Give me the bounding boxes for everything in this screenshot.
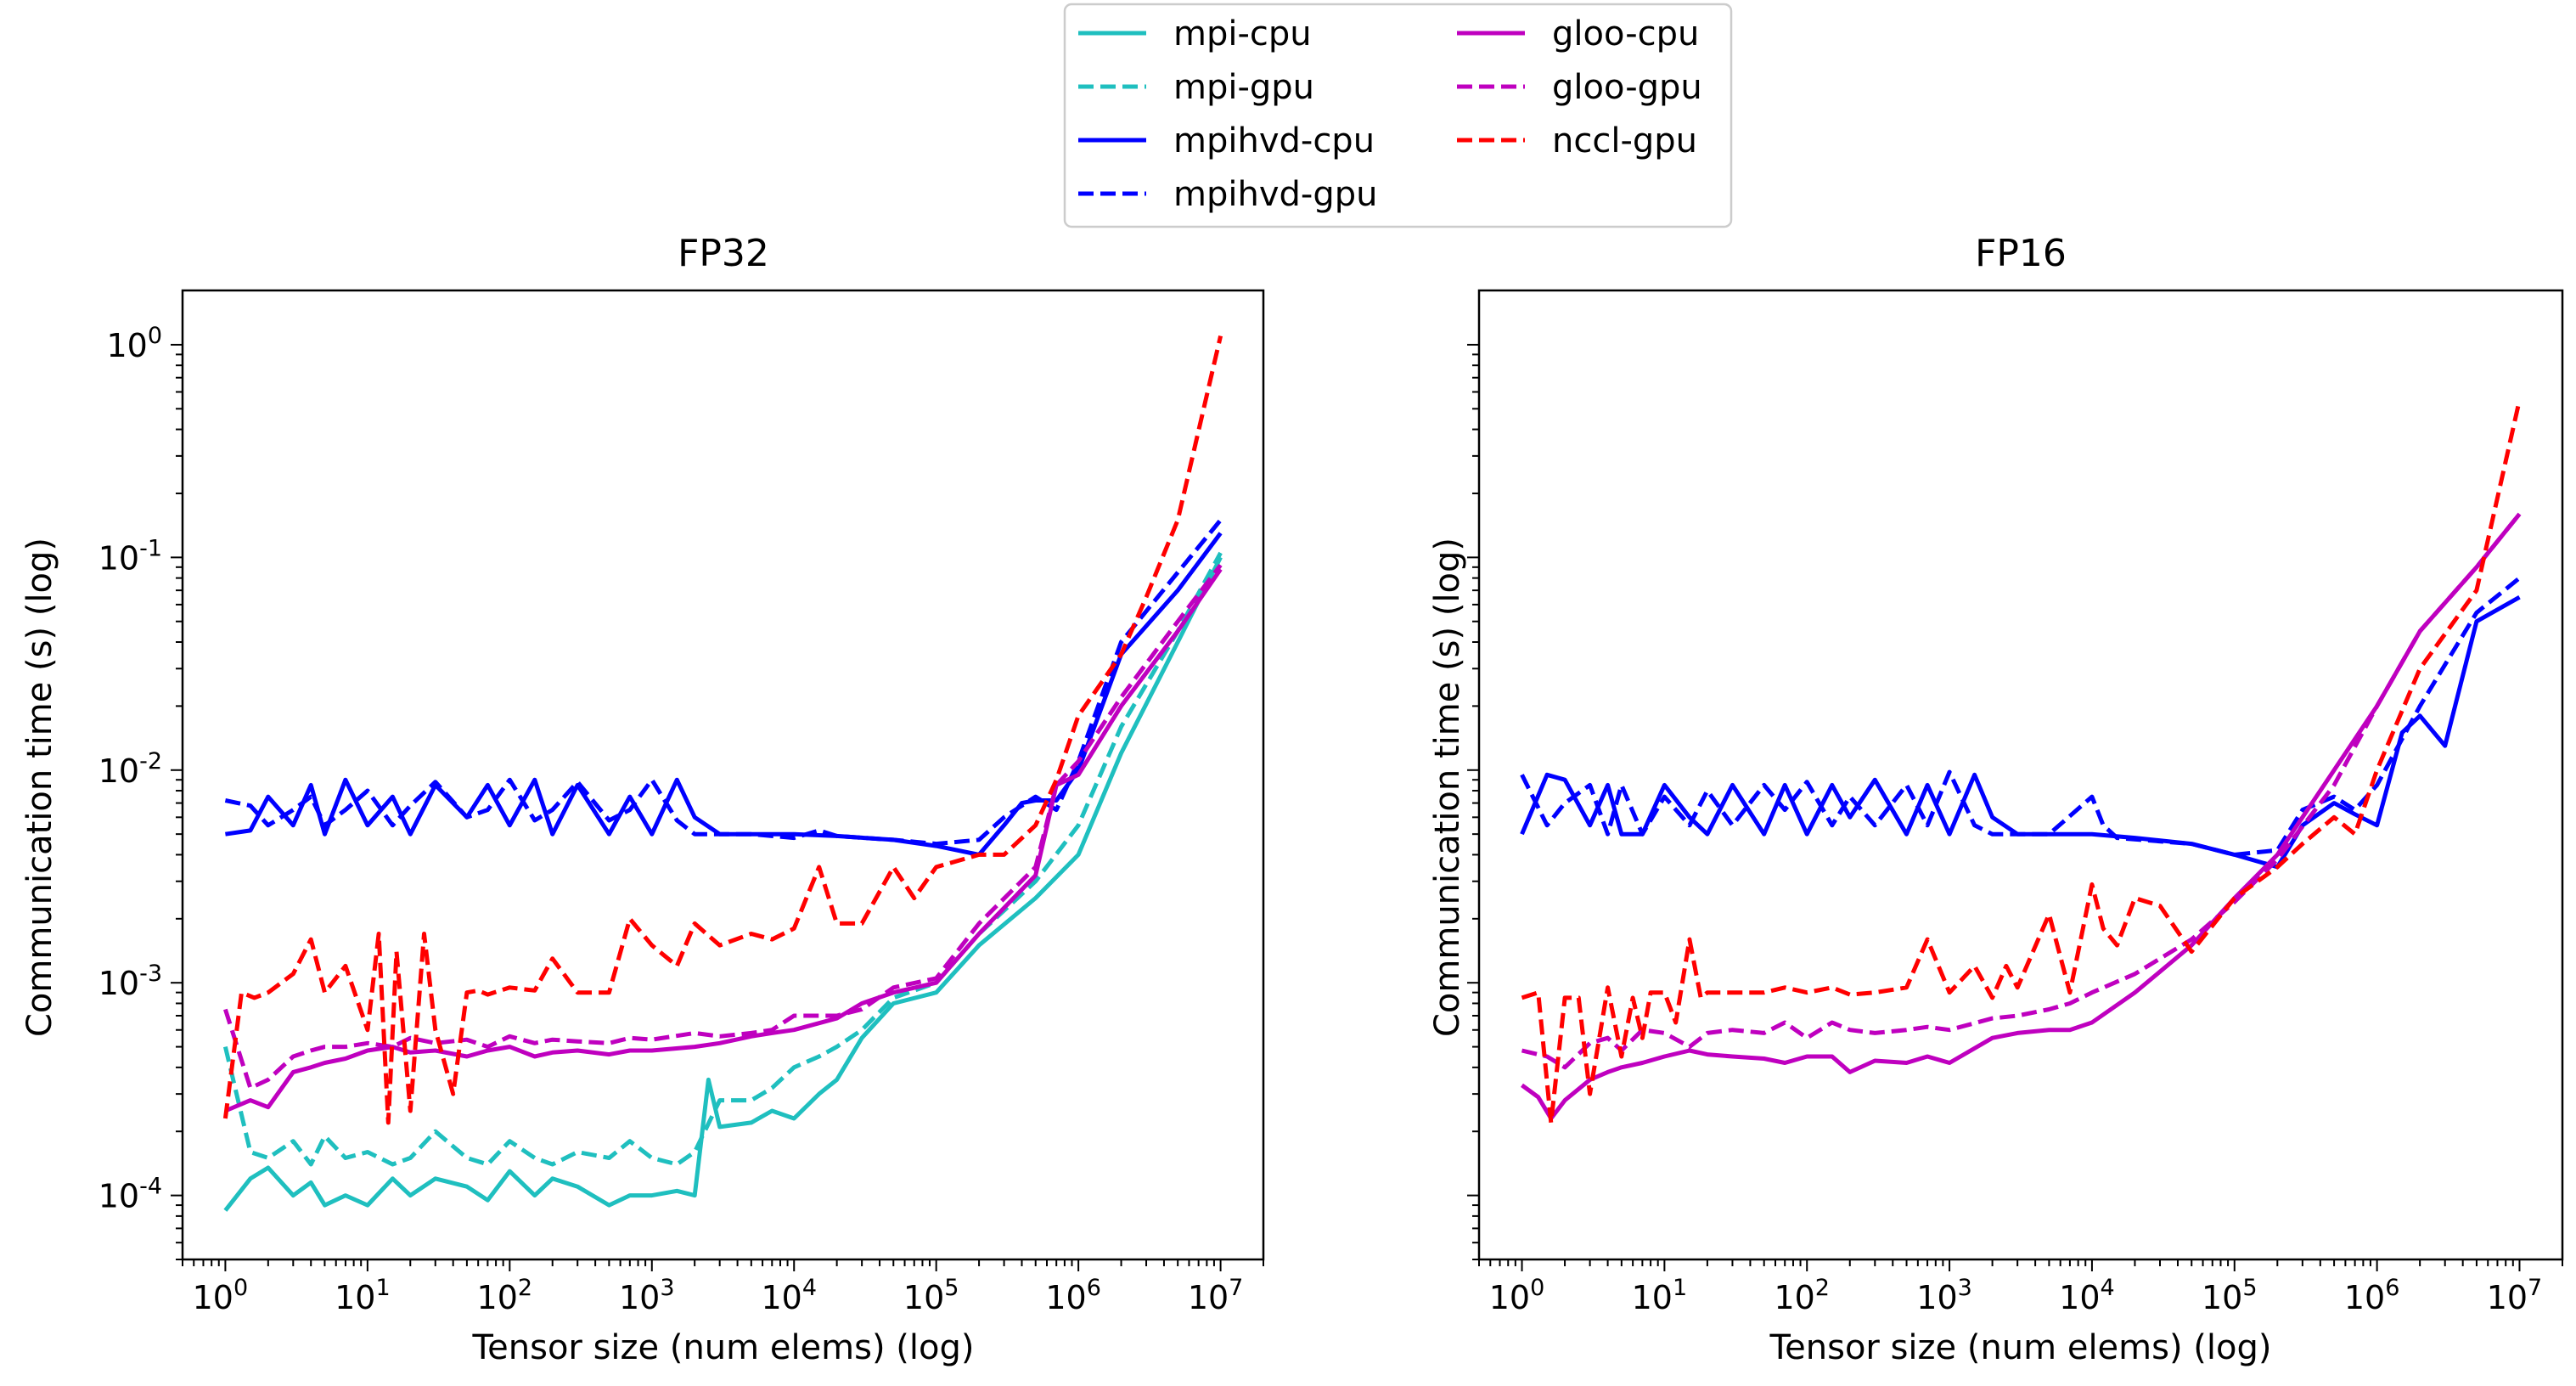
legend-label: mpi-gpu xyxy=(1173,68,1314,107)
x-tick-label: 101 xyxy=(1632,1275,1688,1316)
x-ticks xyxy=(1478,1259,2563,1271)
series-line-nccl-gpu xyxy=(222,335,1223,1125)
plot-area: 100 101 102 103 104 105 106 107 10-4 10-3 10-2 10-1… xyxy=(98,289,1265,1316)
x-tick-label: 107 xyxy=(2487,1275,2543,1316)
x-tick-label: 105 xyxy=(903,1275,959,1316)
y-tick-label: 10-1 xyxy=(98,535,162,577)
y-tick-label: 10-4 xyxy=(98,1174,162,1215)
series-line-gloo-cpu xyxy=(1521,512,2522,1121)
series-line-mpihvd-gpu xyxy=(1520,576,2522,857)
legend-label: gloo-cpu xyxy=(1552,14,1699,54)
plot-area: 100 101 102 103 104 105 106 107 xyxy=(1467,289,2564,1316)
x-tick-label: 104 xyxy=(761,1275,817,1316)
x-axis-label: Tensor size (num elems) (log) xyxy=(472,1328,975,1367)
x-tick-label: 103 xyxy=(619,1275,675,1316)
y-ticks xyxy=(171,343,183,1260)
legend-label: mpi-cpu xyxy=(1173,14,1312,54)
panel-title: FP16 xyxy=(1975,232,2067,275)
panel-fp16: FP16 100 101 102 103 104 105 106 107 Tensor siz… xyxy=(1428,232,2564,1367)
x-tick-label: 105 xyxy=(2202,1275,2258,1316)
y-axis-label: Communication time (s) (log) xyxy=(20,538,59,1037)
x-ticks xyxy=(182,1259,1264,1271)
panel-title: FP32 xyxy=(678,232,769,275)
x-tick-label: 101 xyxy=(335,1275,391,1316)
series-line-gloo-gpu xyxy=(1521,512,2522,1070)
legend-frame xyxy=(1063,3,1733,228)
series-line-gloo-cpu xyxy=(224,567,1223,1113)
x-tick-label: 104 xyxy=(2059,1275,2115,1316)
legend-label: nccl-gpu xyxy=(1552,121,1697,161)
legend-label: mpihvd-cpu xyxy=(1173,121,1375,161)
x-tick-label: 106 xyxy=(2344,1275,2400,1316)
x-tick-label: 100 xyxy=(1489,1275,1545,1316)
series-line-mpihvd-cpu xyxy=(1520,595,2521,870)
legend: mpi-cpu mpi-gpu mpihvd-cpu mpihvd-gpu gloo-c… xyxy=(1063,3,1733,228)
x-tick-label: 106 xyxy=(1045,1275,1101,1316)
x-tick-label: 100 xyxy=(193,1275,249,1316)
plot-frame xyxy=(1477,289,2564,1261)
y-ticks xyxy=(1467,343,1479,1260)
y-tick-label: 100 xyxy=(106,323,162,364)
series-line-mpi-cpu xyxy=(223,556,1223,1212)
x-tick-label: 103 xyxy=(1916,1275,1972,1316)
y-tick-label: 10-3 xyxy=(98,961,162,1002)
series-group xyxy=(222,335,1223,1212)
series-line-gloo-gpu xyxy=(223,563,1223,1090)
series-line-mpi-gpu xyxy=(222,551,1223,1167)
series-line-mpihvd-cpu xyxy=(225,532,1223,857)
series-group xyxy=(1520,399,2522,1125)
plot-frame xyxy=(181,289,1265,1261)
x-tick-label: 107 xyxy=(1188,1275,1244,1316)
y-axis-label: Communication time (s) (log) xyxy=(1428,538,1467,1037)
x-axis-label: Tensor size (num elems) (log) xyxy=(1769,1328,2272,1367)
series-line-nccl-gpu xyxy=(1521,399,2522,1125)
series-line-mpihvd-gpu xyxy=(224,518,1223,847)
panel-fp32: FP32 100 101 102 103 104 105 106 107 10-4 10-3 10-… xyxy=(20,232,1265,1367)
legend-label: mpihvd-gpu xyxy=(1173,175,1377,214)
x-tick-label: 102 xyxy=(1774,1275,1830,1316)
y-tick-label: 10-2 xyxy=(98,748,162,790)
x-tick-label: 102 xyxy=(477,1275,533,1316)
legend-label: gloo-gpu xyxy=(1552,68,1702,107)
